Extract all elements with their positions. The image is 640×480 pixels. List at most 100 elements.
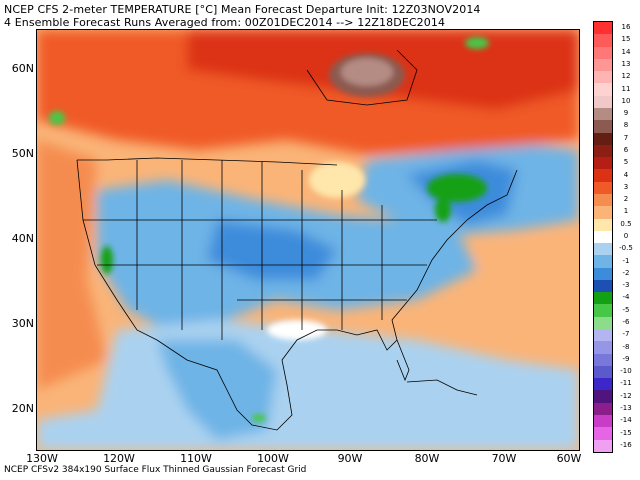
color-scale-swatch	[594, 181, 612, 194]
color-scale-swatch	[594, 144, 612, 158]
color-scale-swatch	[594, 439, 612, 452]
color-scale-label: -6	[622, 318, 630, 326]
color-scale-label: -3	[622, 281, 630, 290]
color-scale-swatch	[594, 267, 612, 280]
mexico-cold-anomaly	[157, 340, 277, 440]
color-scale-label: -14	[620, 416, 632, 425]
color-scale-swatch	[594, 304, 612, 317]
color-scale-swatch	[594, 206, 612, 219]
great-lakes-neutral	[309, 162, 365, 198]
color-scale-swatch	[594, 255, 612, 268]
color-scale-label: 1	[623, 207, 629, 216]
color-scale-swatch	[594, 83, 612, 96]
color-scale-swatch	[594, 218, 612, 231]
color-scale-swatch	[594, 365, 612, 379]
hudson-bay-outline	[306, 49, 418, 106]
color-scale-label: -0.5	[619, 244, 633, 253]
mexico-cold-spot	[252, 414, 266, 422]
color-scale-swatch	[594, 58, 612, 72]
color-scale-label: 15	[621, 35, 631, 44]
color-scale-swatch	[594, 329, 612, 342]
lat-label-40n: 40N	[11, 232, 34, 245]
color-scale-label: -12	[620, 391, 632, 400]
us-canada-border	[77, 157, 338, 166]
color-scale-label: 5	[623, 158, 629, 167]
color-scale-swatch	[594, 427, 612, 440]
color-scale-swatch	[594, 132, 612, 145]
color-scale-swatch	[594, 353, 612, 366]
lon-label-110w: 110W	[180, 452, 212, 465]
color-scale-label: 9	[623, 109, 629, 118]
color-scale-swatch	[594, 402, 612, 415]
pacific-warm-anomaly	[37, 140, 107, 390]
color-scale-label: 6	[623, 146, 629, 154]
lon-label-130w: 130W	[26, 452, 58, 465]
color-scale-swatch	[594, 71, 612, 84]
lat-label-30n: 30N	[11, 317, 34, 330]
color-scale-label: -11	[620, 379, 632, 388]
florida-outline	[396, 339, 410, 382]
alaska-cold-spot	[49, 111, 65, 125]
california-cold-spot	[101, 246, 113, 274]
temperature-anomaly-map	[36, 29, 580, 451]
coastline	[76, 159, 518, 431]
color-scale-label: -4	[622, 293, 630, 302]
lat-label-20n: 20N	[11, 402, 34, 415]
color-scale-swatch	[594, 34, 612, 47]
color-scale-swatch	[594, 95, 612, 108]
color-scale-label: 10	[621, 96, 631, 105]
baffin-cold-spot	[465, 37, 489, 49]
lon-label-90w: 90W	[337, 452, 363, 465]
color-scale-label: -2	[622, 268, 630, 277]
color-scale-swatch	[594, 415, 612, 428]
color-scale-label: 3	[623, 182, 629, 191]
new-england-cold-core	[427, 174, 487, 202]
color-scale-label: 16	[621, 23, 631, 32]
color-scale-label: 12	[621, 72, 631, 81]
color-scale-label: 2	[623, 195, 629, 204]
map-title-line-1: NCEP CFS 2-meter TEMPERATURE [°C] Mean F…	[4, 3, 481, 16]
color-scale-swatch	[594, 46, 612, 59]
caribbean-islands	[406, 379, 478, 396]
color-scale-label: -13	[620, 404, 632, 412]
color-scale-swatch	[594, 157, 612, 170]
color-scale-label: -5	[622, 305, 630, 314]
color-scale-label: -7	[622, 330, 630, 339]
color-scale-swatch	[594, 292, 612, 305]
lat-label-60n: 60N	[11, 62, 34, 75]
color-scale-swatch	[594, 230, 612, 244]
map-title-line-2: 4 Ensemble Forecast Runs Averaged from: …	[4, 16, 446, 29]
color-scale-swatch	[594, 193, 612, 207]
color-scale-label: -8	[622, 342, 630, 351]
color-scale-swatch	[594, 107, 612, 121]
color-scale-swatch	[594, 243, 612, 256]
color-scale-label: 8	[623, 121, 629, 130]
color-scale-label: -15	[620, 428, 632, 437]
lon-label-80w: 80W	[414, 452, 440, 465]
lon-label-60w: 60W	[556, 452, 582, 465]
hudson-bay-peak-warm	[341, 58, 393, 86]
gulf-neutral	[267, 320, 327, 340]
color-scale-label: 13	[621, 60, 631, 68]
political-boundaries	[76, 49, 518, 431]
color-scale-bar	[593, 21, 613, 453]
color-scale-swatch	[594, 341, 612, 354]
new-york-cold-core	[435, 198, 451, 222]
color-scale-label: 4	[623, 170, 629, 179]
atlantic-warm-patch	[477, 240, 579, 350]
color-scale-swatch	[594, 120, 612, 133]
color-scale-label: -10	[620, 367, 632, 376]
color-scale-swatch	[594, 390, 612, 403]
color-scale-swatch	[594, 378, 612, 391]
lat-label-50n: 50N	[11, 147, 34, 160]
color-scale-swatch	[594, 316, 612, 330]
lon-label-70w: 70W	[491, 452, 517, 465]
color-scale-label: -1	[622, 256, 630, 265]
color-scale-label: -16	[620, 440, 632, 449]
lon-label-100w: 100W	[257, 452, 289, 465]
color-scale-swatch	[594, 169, 612, 182]
color-scale-label: 0	[623, 232, 629, 240]
map-graphic	[37, 30, 579, 450]
lon-label-120w: 120W	[103, 452, 135, 465]
color-scale-label: 11	[621, 84, 631, 93]
